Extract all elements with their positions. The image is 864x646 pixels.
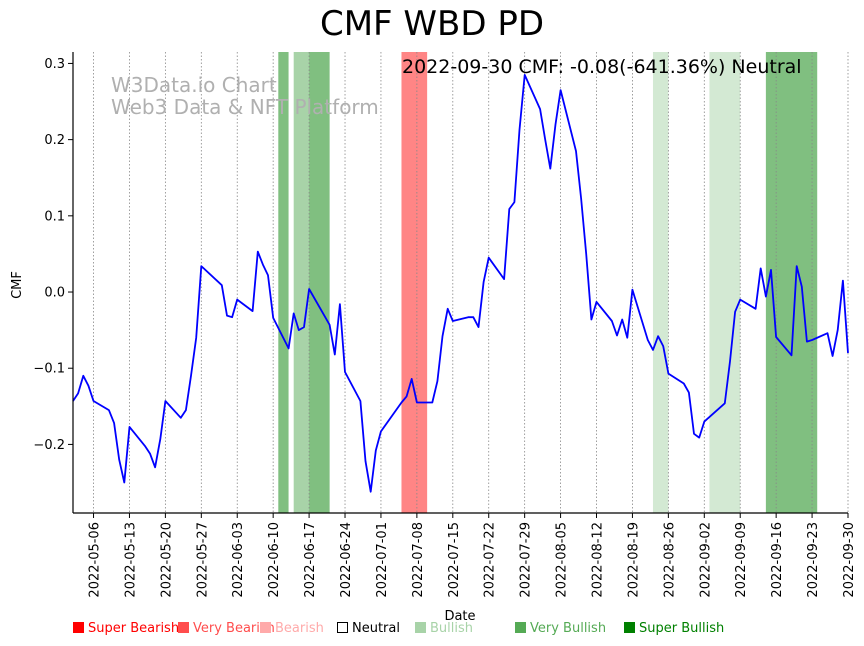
y-tick-label: −0.1: [33, 362, 65, 377]
x-tick-label: 2022-09-02: [698, 522, 713, 598]
legend-swatch-icon: [178, 622, 189, 633]
legend-swatch-icon: [73, 622, 84, 633]
legend-swatch-icon: [337, 622, 348, 633]
y-tick-label: 0.3: [44, 57, 65, 72]
legend-item-super-bearish: Super Bearish: [73, 621, 179, 636]
x-tick-label: 2022-06-17: [303, 522, 318, 598]
sentiment-band-very-bullish: [278, 52, 289, 513]
legend-item-very-bullish: Very Bullish: [515, 621, 606, 636]
y-tick-label: 0.2: [44, 133, 65, 148]
cmf-series: [72, 74, 849, 493]
legend-label: Bullish: [430, 621, 474, 636]
sentiment-band-bullish: [293, 52, 310, 513]
x-tick-label: 2022-05-20: [159, 522, 174, 598]
x-tick-label: 2022-09-09: [734, 522, 749, 598]
x-tick-label: 2022-08-19: [626, 522, 641, 598]
legend-label: Super Bullish: [639, 621, 725, 636]
legend-swatch-icon: [260, 622, 271, 633]
legend-label: Neutral: [352, 621, 400, 636]
x-tick-label: 2022-07-15: [447, 522, 462, 598]
watermark-line-1: W3Data.io Chart: [111, 73, 277, 97]
x-tick-label: 2022-08-12: [591, 522, 606, 598]
chart-title: CMF WBD PD: [319, 4, 545, 44]
x-tick-label: 2022-05-27: [195, 522, 210, 598]
legend-item-neutral: Neutral: [337, 621, 400, 636]
legend-item-bullish: Bullish: [415, 621, 473, 636]
y-tick-label: 0.1: [44, 209, 65, 224]
x-tick-label: 2022-08-26: [662, 522, 677, 598]
axes: [72, 52, 848, 514]
y-axis-ticks: −0.2 −0.1 0.0 0.1 0.2 0.3: [33, 57, 73, 453]
x-tick-label: 2022-06-03: [231, 522, 246, 598]
legend-swatch-icon: [515, 622, 526, 633]
x-tick-label: 2022-07-29: [519, 522, 534, 598]
legend-swatch-icon: [415, 622, 426, 633]
x-tick-label: 2022-07-01: [375, 522, 390, 598]
y-axis-label: CMF: [10, 271, 25, 299]
sentiment-bands: [278, 52, 818, 513]
sentiment-band-very-bullish: [309, 52, 330, 513]
sentiment-band-very-bullish: [765, 52, 818, 513]
sentiment-band-bullish: [709, 52, 741, 513]
legend-label: Very Bullish: [530, 621, 607, 636]
latest-value-annotation: 2022-09-30 CMF: -0.08(-641.36%) Neutral: [402, 56, 802, 78]
watermark: W3Data.io Chart Web3 Data & NFT Platform: [111, 73, 379, 119]
x-axis-ticks: 2022-05-06 2022-05-13 2022-05-20 2022-05-27…: [88, 513, 857, 598]
legend-label: Bearish: [275, 621, 324, 636]
x-tick-label: 2022-06-10: [267, 522, 282, 598]
x-tick-label: 2022-09-23: [806, 522, 821, 598]
legend-item-super-bullish: Super Bullish: [624, 621, 724, 636]
x-tick-label: 2022-06-24: [339, 522, 354, 598]
watermark-line-2: Web3 Data & NFT Platform: [111, 95, 379, 119]
x-axis-label: Date: [444, 609, 475, 624]
legend-swatch-icon: [624, 622, 635, 633]
y-tick-label: 0.0: [44, 286, 65, 301]
x-tick-label: 2022-09-16: [770, 522, 785, 598]
x-tick-label: 2022-05-06: [88, 522, 103, 598]
y-tick-label: −0.2: [33, 438, 65, 453]
legend-label: Very Bearish: [193, 621, 275, 636]
x-tick-label: 2022-08-05: [555, 522, 570, 598]
legend-label: Super Bearish: [88, 621, 180, 636]
x-tick-label: 2022-05-13: [123, 522, 138, 598]
sentiment-band-bullish: [652, 52, 669, 513]
x-tick-label: 2022-09-30: [842, 522, 857, 598]
x-tick-label: 2022-07-08: [411, 522, 426, 598]
sentiment-band-very-bearish: [401, 52, 428, 513]
legend-item-bearish: Bearish: [260, 621, 324, 636]
series-line-cmf: [72, 74, 849, 493]
legend-item-very-bearish: Very Bearish: [178, 621, 275, 636]
x-tick-label: 2022-07-22: [483, 522, 498, 598]
